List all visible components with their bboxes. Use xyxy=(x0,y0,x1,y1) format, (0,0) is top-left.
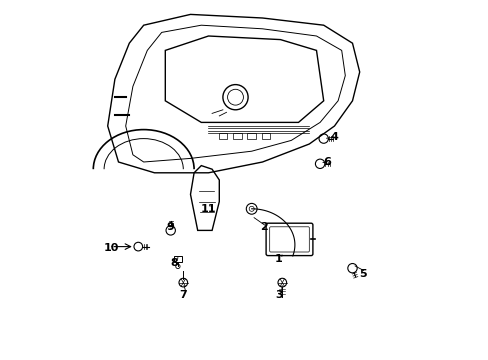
Text: 2: 2 xyxy=(260,222,267,232)
Text: 9: 9 xyxy=(166,222,174,232)
Text: 1: 1 xyxy=(274,254,282,264)
Text: 5: 5 xyxy=(359,269,366,279)
Bar xyxy=(174,256,181,262)
Text: 10: 10 xyxy=(103,243,119,253)
Text: 4: 4 xyxy=(330,132,338,142)
Text: 7: 7 xyxy=(179,290,187,300)
Text: 3: 3 xyxy=(274,290,282,300)
Text: 6: 6 xyxy=(323,157,330,167)
Text: 8: 8 xyxy=(170,258,178,268)
Text: 11: 11 xyxy=(201,204,216,214)
